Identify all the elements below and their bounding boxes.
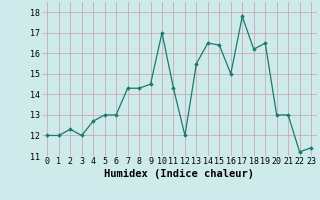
X-axis label: Humidex (Indice chaleur): Humidex (Indice chaleur): [104, 169, 254, 179]
